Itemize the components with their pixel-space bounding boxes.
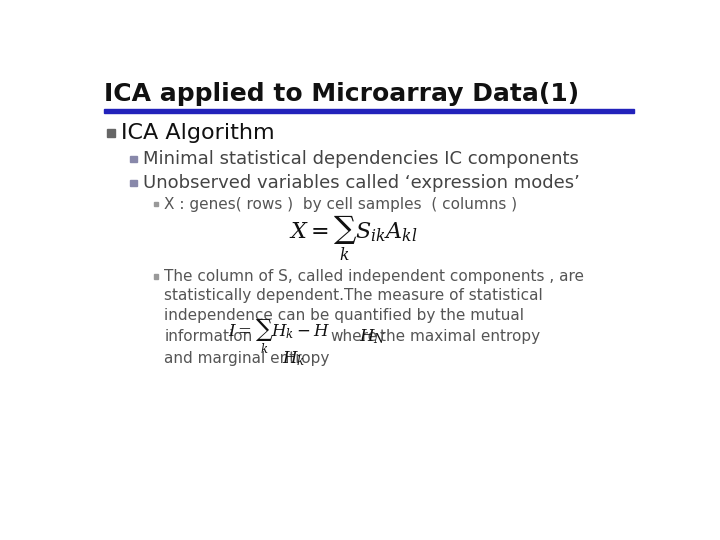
Bar [104, 110, 634, 113]
Text: $H_k$: $H_k$ [282, 349, 305, 368]
Text: X : genes( rows )  by cell samples  ( columns ): X : genes( rows ) by cell samples ( colu… [164, 197, 518, 212]
Text: Minimal statistical dependencies IC components: Minimal statistical dependencies IC comp… [143, 150, 579, 168]
Text: independence can be quantified by the mutual: independence can be quantified by the mu… [164, 308, 524, 322]
Text: information: information [164, 329, 253, 344]
Text: The column of S, called independent components , are: The column of S, called independent comp… [164, 269, 585, 284]
Text: $H_N$: $H_N$ [359, 327, 386, 346]
Bar [153, 202, 158, 206]
Text: ICA Algorithm: ICA Algorithm [121, 123, 274, 143]
Bar [153, 274, 158, 279]
Text: the maximal entropy: the maximal entropy [380, 329, 540, 344]
Text: Unobserved variables called ‘expression modes’: Unobserved variables called ‘expression … [143, 174, 580, 192]
Bar [130, 156, 137, 162]
Text: $X = \sum_{k} S_{ik} A_{kl}$: $X = \sum_{k} S_{ik} A_{kl}$ [289, 213, 418, 262]
Text: where: where [330, 329, 377, 344]
Text: and marginal entropy: and marginal entropy [164, 350, 330, 366]
Bar [130, 180, 137, 186]
Text: statistically dependent.The measure of statistical: statistically dependent.The measure of s… [164, 288, 543, 303]
Text: ICA applied to Microarray Data(1): ICA applied to Microarray Data(1) [104, 82, 579, 106]
Bar [107, 130, 114, 137]
Text: $I = \sum_{k} H_k - H$: $I = \sum_{k} H_k - H$ [228, 318, 330, 356]
